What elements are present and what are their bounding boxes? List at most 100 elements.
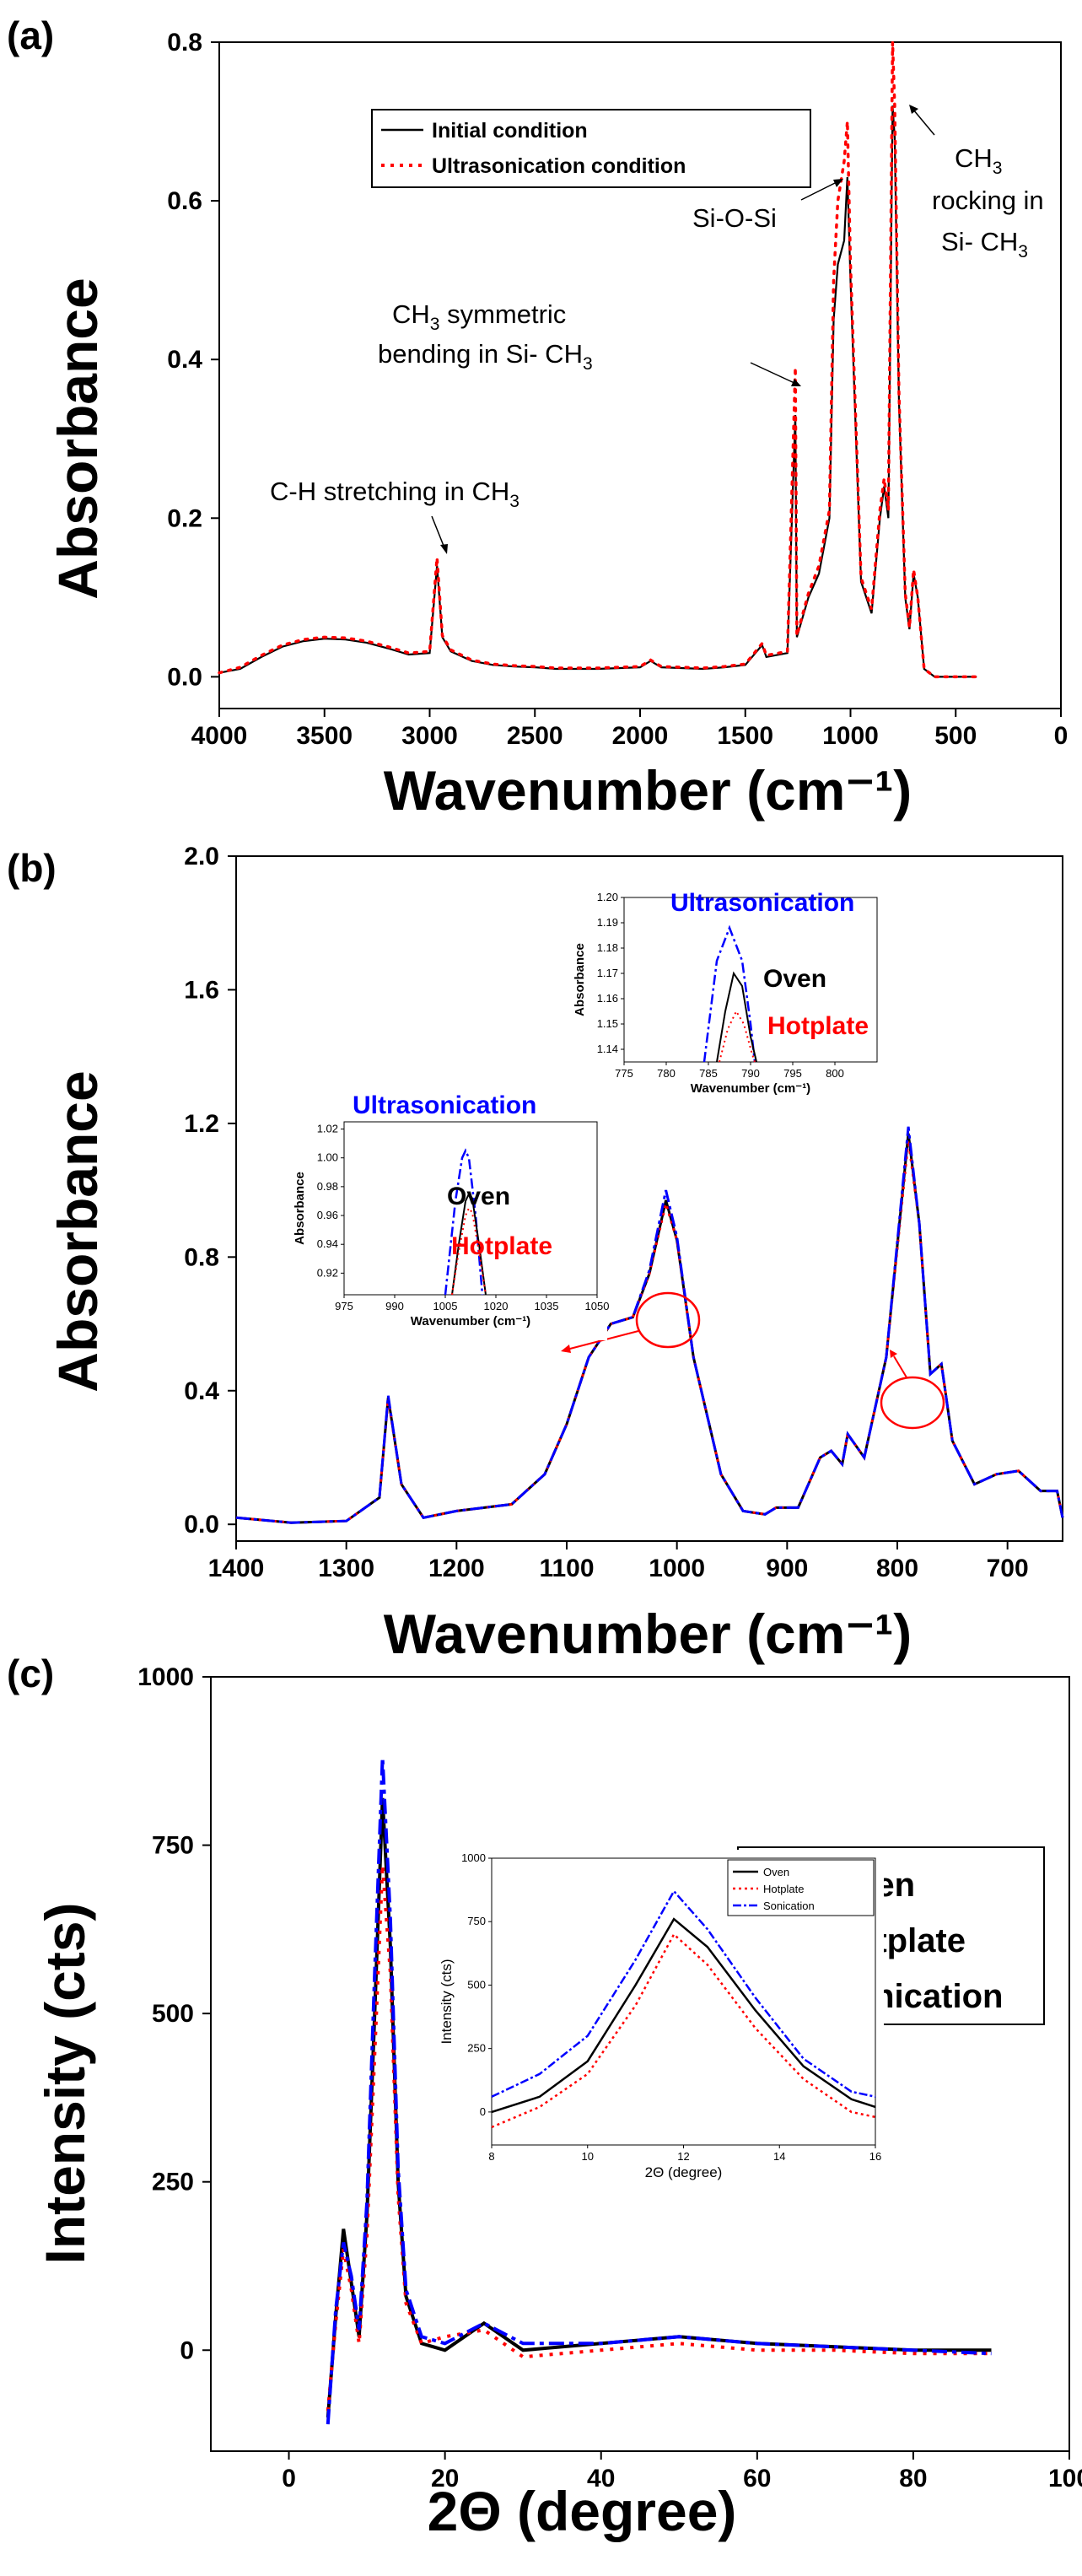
insetB1-ytick-label: 1.00 [317,1151,338,1164]
annotation-ch-stretching: C-H stretching in CH3 [270,477,519,511]
series-initial-condition [218,105,977,678]
panel-b-xtick-label: 1300 [318,1555,374,1582]
panel-c-xtick-label: 40 [587,2465,615,2492]
panel-c-inset-legend-label: Oven [763,1866,789,1878]
panel-c-inset-xlabel: 2Θ (degree) [645,2164,723,2180]
panel-c-xtick-label: 0 [282,2465,296,2492]
panel-c-inset-ylabel: Intensity (cts) [439,1959,455,2044]
panel-c-ytick-label: 250 [152,2169,194,2196]
panel-a-xtick-label: 3000 [401,722,458,750]
insetB1-ytick-label: 0.94 [317,1237,338,1250]
panel-c-inset-legend-label: Sonication [763,1900,815,1912]
annotation-si-o-si: Si-O-Si [692,203,777,233]
insetB1-series-ultrasonication [444,1148,484,1296]
panel-a-xtick-label: 2500 [507,722,563,750]
panel-b-xtick-label: 1200 [428,1555,485,1582]
insetB1-ytick-label: 0.98 [317,1180,338,1193]
insetB2-xlabel: Wavenumber (cm⁻¹) [691,1081,810,1096]
panel-c-axes: 02040608010002505007501000 [137,1663,1082,2492]
panel-b-xtick-label: 900 [766,1555,808,1582]
insetB1-label-oven: Oven [447,1183,510,1210]
insetB2-xtick-label: 785 [699,1067,718,1080]
annotation-ch3-rocking-3: Si- CH3 [941,227,1028,261]
panel-c-xtick-label: 100 [1048,2465,1082,2492]
insetB1-ytick-label: 0.92 [317,1266,338,1279]
panel-b-xtick-label: 700 [987,1555,1029,1582]
insetB2-series-oven [716,971,757,1063]
panel-b-ytick-label: 1.6 [184,976,219,1004]
panel-c-inset-ytick-label: 250 [467,2042,486,2055]
insetB2-ytick-label: 1.18 [597,941,618,954]
panel-a-label: (a) [7,13,54,57]
insetB2-xtick-label: 790 [741,1067,760,1080]
panel-c-inset-xtick-label: 16 [869,2150,881,2163]
panel-c-inset-series-hotplate [491,1932,876,2129]
panel-a-xtick-label: 2000 [612,722,669,750]
panel-b-axes: 1400 1300 1200 1100 1000 900 800 700 0.0 0.4 0.8 1.… [184,843,1063,1582]
panel-c-inset-series-sonication [491,1889,876,2099]
insetB1-xtick-label: 1050 [585,1300,610,1312]
panel-b-ytick-label: 0.4 [184,1377,219,1405]
panel-c-ytick-label: 0 [180,2336,194,2364]
insetB2-ytick-label: 1.16 [597,992,618,1005]
insetB2-ytick-label: 1.20 [597,891,618,903]
panel-c-xtick-label: 20 [431,2465,459,2492]
legend-initial-label: Initial condition [432,119,588,143]
panel-c-ytick-label: 750 [152,1832,194,1860]
panel-b-ylabel: Absorbance [46,1070,109,1392]
panel-a-ytick-label: 0.2 [167,504,202,532]
panel-b-xtick-label: 800 [876,1555,918,1582]
panel-b-ytick-label: 1.2 [184,1110,219,1138]
panel-b-inset-790: 775 780 785 790 795 800 1.14 1.15 1.16 1.17 1.18 1.… [567,884,887,1107]
legend-ultra-label: Ultrasonication condition [432,154,686,178]
panel-b-xtick-label: 1400 [208,1555,265,1582]
insetB2-label-hotplate: Hotplate [767,1012,869,1040]
insetB2-ytick-label: 1.15 [597,1017,618,1030]
annotation-ch3-rocking-1: CH3 [955,143,1002,178]
panel-a-annotations: C-H stretching in CH3 CH3 symmetric bend… [270,105,1044,554]
series-hotplate [326,1865,992,2412]
panel-c-inset-xtick-label: 8 [488,2150,494,2163]
panel-c-inset-series-oven [491,1917,876,2114]
annotation-ch3-rocking-2: rocking in [932,186,1044,215]
panel-c-inset-ytick-label: 750 [467,1915,486,1927]
panel-a-ytick-label: 0.4 [167,346,202,374]
insetB2-label-oven: Oven [763,965,826,993]
series-hotplate [235,1140,1064,1524]
panel-b-label: (b) [7,846,57,890]
insetB1-xtick-label: 1020 [484,1300,509,1312]
insetB2-xtick-label: 800 [826,1067,844,1080]
panel-b-xlabel: Wavenumber (cm⁻¹) [384,1603,912,1665]
insetB2-series-ultrasonication [702,924,756,1063]
panel-b-xtick-label: 1000 [649,1555,705,1582]
panel-c-inset: 8 10 12 14 16 0 250 500 750 1000 Intensity (cts) 2Θ… [433,1850,884,2200]
panel-c-inset-xtick-label: 12 [677,2150,689,2163]
panel-c-frame [210,1676,1070,2452]
panel-c-ytick-label: 500 [152,2000,194,2028]
panel-b-ytick-label: 0.8 [184,1243,219,1271]
panel-b-xtick-label: 1100 [539,1555,594,1582]
panel-a-ytick-label: 0.8 [167,29,202,57]
panel-b-series [235,1126,1064,1524]
panel-a-ytick-label: 0.6 [167,187,202,215]
insetB1-xtick-label: 1035 [535,1300,559,1312]
series-sonication [326,1757,992,2425]
insetB2-ytick-label: 1.17 [597,967,618,979]
highlight-circle-790 [880,1350,945,1430]
panel-b-ytick-label: 0.0 [184,1511,219,1539]
insetB2-xtick-label: 775 [615,1067,633,1080]
panel-a-series [218,41,978,679]
panel-c-xlabel: 2Θ (degree) [428,2480,737,2542]
series-ultrasonication-condition [218,41,978,679]
insetB1-xtick-label: 990 [385,1300,404,1312]
panel-c-inset-ytick-label: 0 [480,2105,486,2118]
insetB1-xtick-label: 1005 [433,1300,458,1312]
panel-b-frame [235,855,1063,1542]
insetB1-ylabel: Absorbance [293,1172,307,1245]
panel-c-xtick-label: 80 [899,2465,927,2492]
insetB2-ytick-label: 1.19 [597,916,618,929]
panel-c-inset-xtick-label: 10 [582,2150,594,2163]
panel-c-ytick-label: 1000 [137,1663,194,1691]
series-ultrasonication [235,1126,1064,1524]
